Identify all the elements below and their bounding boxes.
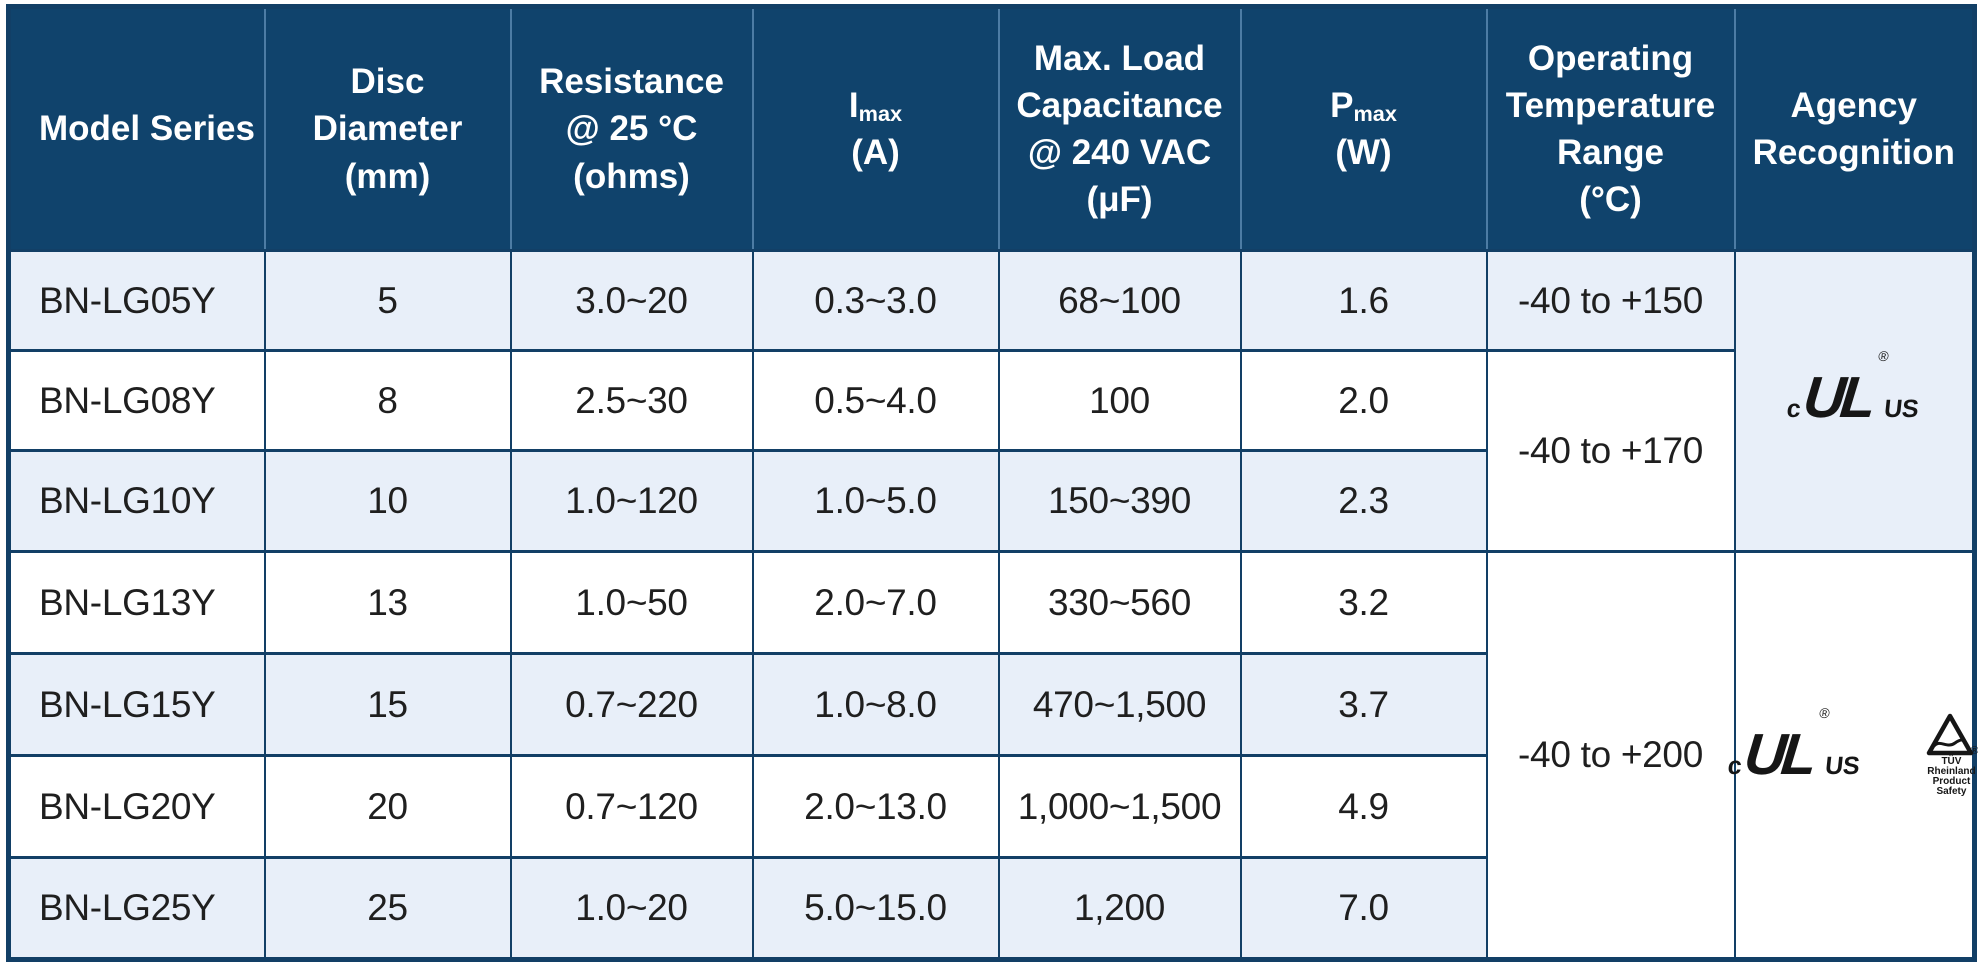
cell-temperature-range: -40 to +170 (1485, 349, 1736, 553)
header-model-series: Model Series (8, 6, 265, 252)
cell-resistance: 2.5~30 (509, 349, 754, 452)
cell-pmax: 3.2 (1239, 550, 1488, 655)
table-row: BN-LG10Y 10 1.0~120 1.0~5.0 150~390 2.3 (7, 449, 1975, 553)
cell-imax: 0.3~3.0 (751, 249, 1000, 352)
cell-model: BN-LG05Y (7, 249, 266, 352)
cell-agency-recognition: c UL® US (1733, 249, 1976, 553)
table-row: BN-LG20Y 20 0.7~120 2.0~13.0 1,000~1,500… (7, 754, 1975, 859)
cell-model: BN-LG13Y (7, 550, 266, 655)
cell-capacitance: 470~1,500 (997, 652, 1242, 757)
cell-disc-diameter: 8 (263, 349, 512, 452)
header-imax: Imax (A) (751, 6, 999, 252)
cell-pmax: 7.0 (1239, 856, 1488, 961)
cell-pmax: 2.0 (1239, 349, 1488, 452)
cul-us-mark-icon: c UL® US (1785, 347, 1920, 430)
cell-resistance: 1.0~50 (509, 550, 754, 655)
cell-model: BN-LG08Y (7, 349, 266, 452)
cell-temperature-range: -40 to +150 (1485, 249, 1736, 352)
cell-capacitance: 330~560 (997, 550, 1242, 655)
cell-disc-diameter: 10 (263, 449, 512, 553)
cell-pmax: 2.3 (1239, 449, 1488, 553)
cell-disc-diameter: 25 (263, 856, 512, 961)
cell-imax: 1.0~8.0 (751, 652, 1000, 757)
cell-imax: 1.0~5.0 (751, 449, 1000, 553)
header-row: Model Series Disc Diameter (mm) Resistan… (8, 6, 1975, 252)
cell-capacitance: 1,000~1,500 (997, 754, 1242, 859)
cell-disc-diameter: 13 (263, 550, 512, 655)
cell-disc-diameter: 15 (263, 652, 512, 757)
cell-capacitance: 100 (997, 349, 1242, 452)
cul-us-mark-icon: c UL® US (1726, 704, 1861, 787)
cell-pmax: 4.9 (1239, 754, 1488, 859)
tuv-triangle-icon (1926, 713, 1973, 756)
table-header: Model Series Disc Diameter (mm) Resistan… (8, 6, 1975, 252)
table-row: BN-LG15Y 15 0.7~220 1.0~8.0 470~1,500 3.… (7, 652, 1975, 757)
cell-capacitance: 68~100 (997, 249, 1242, 352)
table-row: BN-LG25Y 25 1.0~20 5.0~15.0 1,200 7.0 (7, 856, 1975, 961)
spec-table: Model Series Disc Diameter (mm) Resistan… (6, 4, 1978, 962)
cell-capacitance: 150~390 (997, 449, 1242, 553)
cell-model: BN-LG25Y (7, 856, 266, 961)
cell-model: BN-LG10Y (7, 449, 266, 553)
tuv-rheinland-mark-icon: ® TÜV Rheinland Product Safety (1925, 713, 1978, 797)
cell-temperature-range: -40 to +200 (1485, 550, 1736, 961)
cell-imax: 2.0~13.0 (751, 754, 1000, 859)
cell-model: BN-LG15Y (7, 652, 266, 757)
header-operating-temperature: Operating Temperature Range (°C) (1485, 6, 1735, 252)
cell-resistance: 0.7~220 (509, 652, 754, 757)
table-body: BN-LG05Y 5 3.0~20 0.3~3.0 68~100 1.6 -40… (7, 249, 1978, 961)
header-disc-diameter: Disc Diameter (mm) (263, 6, 511, 252)
table-row: BN-LG05Y 5 3.0~20 0.3~3.0 68~100 1.6 -40… (7, 249, 1976, 553)
cell-resistance: 3.0~20 (509, 249, 754, 352)
cell-resistance: 1.0~120 (509, 449, 754, 553)
cell-imax: 2.0~7.0 (751, 550, 1000, 655)
cell-capacitance: 1,200 (997, 856, 1242, 961)
table-row: BN-LG13Y 13 1.0~50 2.0~7.0 330~560 3.2 -… (7, 550, 1978, 961)
cell-model: BN-LG20Y (7, 754, 266, 859)
cell-imax: 0.5~4.0 (751, 349, 1000, 452)
cell-disc-diameter: 5 (263, 249, 512, 352)
header-pmax: Pmax (W) (1239, 6, 1487, 252)
header-agency-recognition: Agency Recognition (1733, 6, 1975, 252)
cell-pmax: 1.6 (1239, 249, 1488, 352)
header-max-load-capacitance: Max. Load Capacitance @ 240 VAC (μF) (997, 6, 1241, 252)
cell-resistance: 1.0~20 (509, 856, 754, 961)
cell-imax: 5.0~15.0 (751, 856, 1000, 961)
table-row: BN-LG08Y 8 2.5~30 0.5~4.0 100 2.0 -40 to… (7, 349, 1975, 553)
cell-disc-diameter: 20 (263, 754, 512, 859)
cell-pmax: 3.7 (1239, 652, 1488, 757)
cell-resistance: 0.7~120 (509, 754, 754, 859)
cell-agency-recognition: c UL® US ® TÜV Rheinland Product Safety (1727, 550, 1978, 961)
header-resistance: Resistance @ 25 °C (ohms) (509, 6, 753, 252)
